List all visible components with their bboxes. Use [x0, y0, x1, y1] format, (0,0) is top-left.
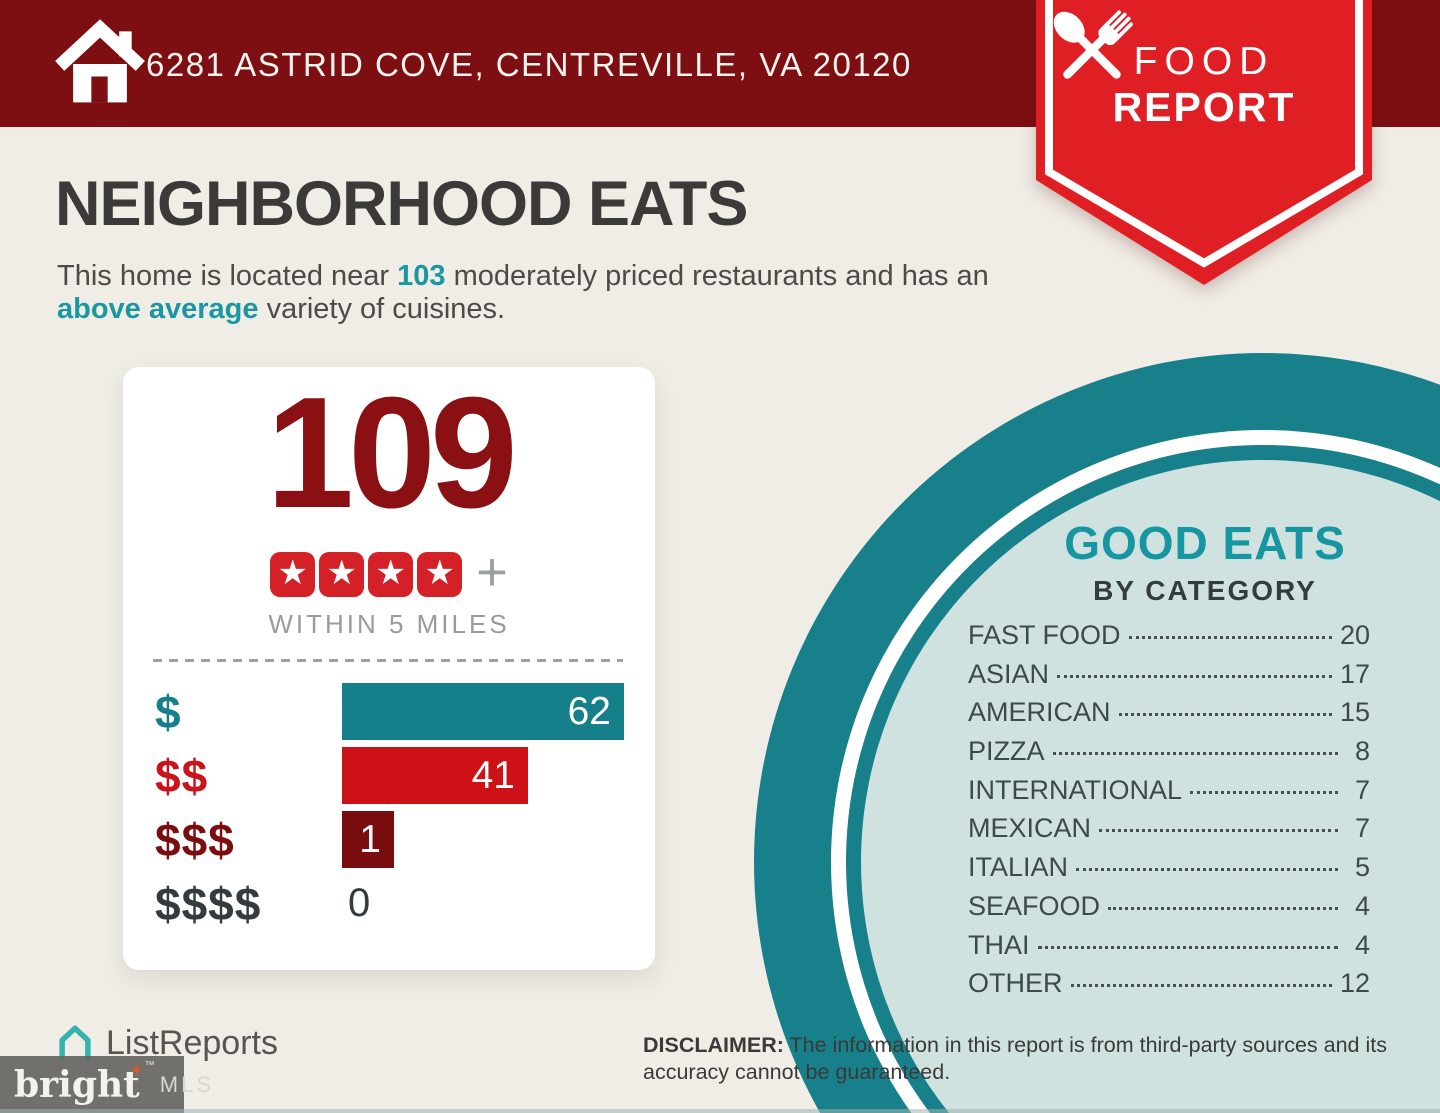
rating-stars: ★ ★ ★ ★ +: [123, 542, 655, 602]
category-row: INTERNATIONAL 7: [968, 775, 1370, 814]
price-bar-row: $$$$ 0: [155, 875, 627, 932]
category-name: MEXICAN: [968, 813, 1092, 844]
category-count: 17: [1339, 658, 1370, 689]
badge-line2: REPORT: [1112, 84, 1296, 130]
good-eats-subtitle: BY CATEGORY: [1093, 575, 1317, 606]
price-bar: 41: [342, 747, 528, 804]
price-bar-row: $$$ 1: [155, 811, 627, 868]
good-eats-title: GOOD EATS: [1064, 517, 1346, 569]
dotted-leader: [1076, 868, 1338, 872]
page-title: NEIGHBORHOOD EATS: [55, 169, 748, 239]
category-count: 12: [1339, 968, 1370, 999]
category-row: OTHER 12: [968, 968, 1370, 1007]
price-level-label: $: [155, 685, 182, 738]
category-name: SEAFOOD: [968, 890, 1101, 921]
dotted-leader: [1070, 984, 1332, 988]
category-row: PIZZA 8: [968, 736, 1370, 775]
stats-card: 109 ★ ★ ★ ★ + WITHIN 5 MILES $62 $$ 41 $$$ 1 $$$$…: [123, 367, 655, 970]
house-outline-icon: [59, 1025, 91, 1062]
intro-text-mid: moderately priced restaurants and has an: [445, 260, 989, 292]
price-bar: 1: [342, 811, 394, 868]
listreports-logo: ListReports: [52, 1020, 278, 1066]
price-bar-row: $62: [155, 683, 627, 740]
trademark-symbol: ™: [144, 1059, 155, 1071]
price-bar-value: 41: [471, 753, 515, 797]
brightmls-watermark: bright ✦ ™ MLS: [0, 1056, 211, 1113]
mls-wordmark: MLS: [159, 1071, 215, 1097]
radius-label: WITHIN 5 MILES: [268, 609, 510, 639]
home-icon: [55, 19, 145, 103]
sparkle-icon: ✦: [129, 1060, 144, 1081]
badge-ribbon-shape: [1036, 0, 1372, 285]
variety-highlight: above average: [57, 293, 259, 325]
category-name: OTHER: [968, 968, 1063, 999]
plus-sign: +: [476, 542, 508, 602]
price-bar-value: 0: [348, 881, 371, 925]
food-report-badge: FOOD REPORT: [1036, 0, 1372, 300]
dotted-leader: [1190, 790, 1338, 794]
category-count: 5: [1354, 852, 1370, 883]
dotted-leader: [1057, 674, 1332, 678]
intro-text: This home is located near 103 moderately…: [57, 260, 1007, 326]
restaurant-count: 109: [266, 365, 518, 541]
price-level-label: $$$: [155, 813, 235, 866]
price-level-label: $$: [155, 749, 209, 802]
category-count: 8: [1354, 736, 1370, 767]
disclaimer-label: DISCLAIMER:: [643, 1033, 784, 1057]
category-name: THAI: [968, 929, 1030, 960]
category-name: AMERICAN: [968, 697, 1111, 728]
price-bars: $62 $$ 41 $$$ 1 $$$$ 0: [155, 683, 627, 939]
intro-text-post: variety of cuisines.: [258, 293, 506, 325]
category-name: ASIAN: [968, 658, 1050, 689]
category-count: 20: [1339, 620, 1370, 650]
price-bar-value: 1: [359, 817, 381, 861]
dotted-leader: [1037, 945, 1338, 949]
category-row: THAI 4: [968, 930, 1370, 969]
category-name: PIZZA: [968, 736, 1045, 767]
star-icon: ★: [319, 551, 365, 597]
disclaimer-text: The information in this report is from t…: [643, 1033, 1387, 1084]
price-bar: 62: [342, 683, 624, 740]
dotted-leader: [1118, 713, 1332, 717]
disclaimer: DISCLAIMER: The information in this repo…: [643, 1032, 1391, 1086]
bright-wordmark: bright ✦ ™: [14, 1059, 155, 1106]
price-bar-row: $$ 41: [155, 747, 627, 804]
intro-text-pre: This home is located near: [57, 260, 398, 292]
dashed-divider: [153, 659, 623, 662]
category-count: 15: [1339, 697, 1370, 728]
star-icon: ★: [417, 551, 463, 597]
category-count: 7: [1354, 774, 1370, 805]
category-row: AMERICAN 15: [968, 697, 1370, 736]
category-row: ITALIAN 5: [968, 852, 1370, 891]
category-row: MEXICAN 7: [968, 813, 1370, 852]
bottom-edge-line: [0, 1109, 1440, 1113]
star-icon: ★: [368, 551, 414, 597]
category-name: INTERNATIONAL: [968, 774, 1183, 805]
property-address: 6281 ASTRID COVE, CENTREVILLE, VA 20120: [146, 46, 912, 83]
category-count: 4: [1354, 890, 1370, 921]
category-name: ITALIAN: [968, 852, 1069, 883]
restaurant-count-highlight: 103: [397, 260, 446, 292]
category-count: 4: [1354, 929, 1370, 960]
category-list: FAST FOOD 20 ASIAN 17 AMERICAN 15 PIZZA …: [968, 620, 1370, 1007]
category-row: SEAFOOD 4: [968, 891, 1370, 930]
category-row: FAST FOOD 20: [968, 620, 1370, 659]
crossed-spoon-fork-icon: [1053, 10, 1134, 79]
listreports-wordmark: ListReports: [106, 1023, 278, 1062]
dotted-leader: [1099, 829, 1338, 833]
category-count: 7: [1354, 813, 1370, 844]
category-name: FAST FOOD: [968, 620, 1121, 650]
dotted-leader: [1128, 636, 1332, 639]
badge-line1: FOOD: [1133, 40, 1275, 83]
price-level-label: $$$$: [155, 877, 262, 930]
price-bar-value: 62: [567, 689, 611, 733]
category-row: ASIAN 17: [968, 659, 1370, 698]
dotted-leader: [1108, 906, 1338, 910]
good-eats-heading: GOOD EATS BY CATEGORY: [985, 516, 1425, 607]
dotted-leader: [1052, 752, 1338, 756]
star-icon: ★: [270, 551, 316, 597]
